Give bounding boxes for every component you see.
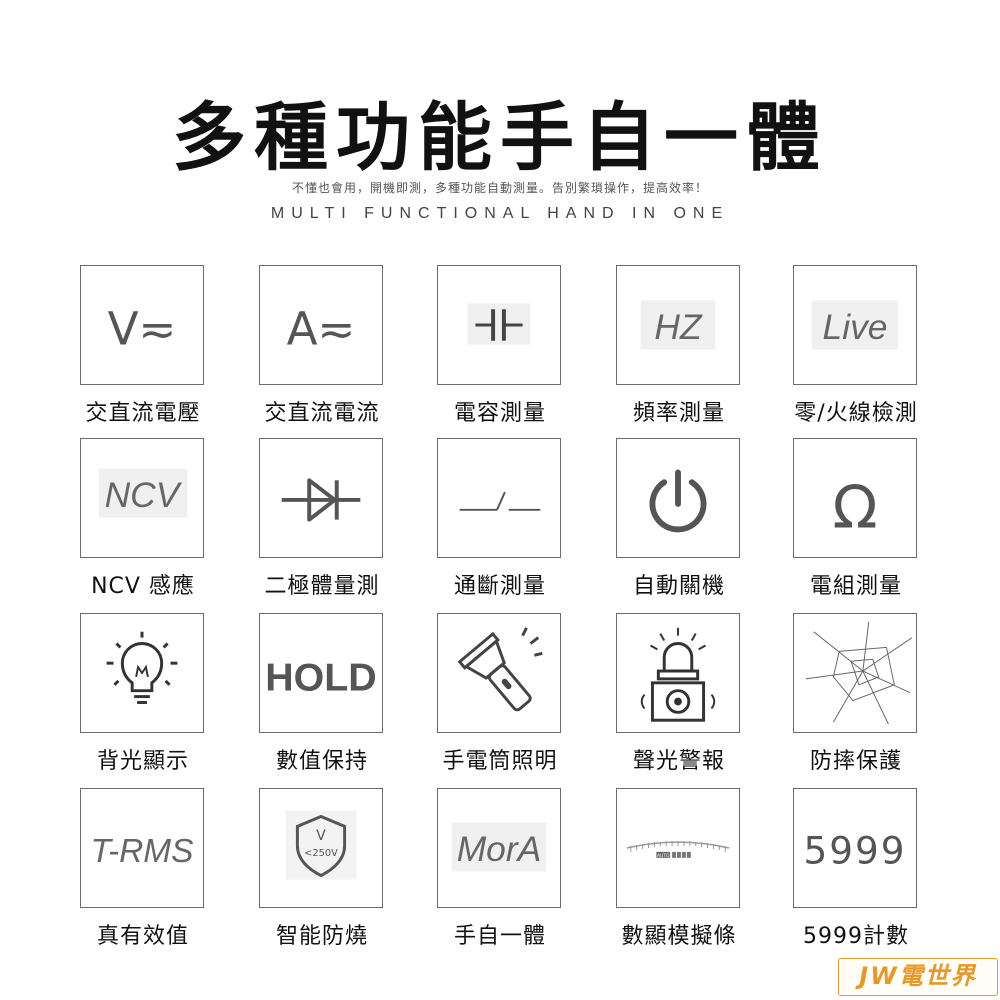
feature-live-neutral: Live 零/火線檢測 (771, 265, 941, 435)
icon-text: T-RMS (91, 833, 194, 870)
feature-label: 智能防燒 (275, 924, 368, 949)
feature-data-hold: HOLD 數值保持 (237, 613, 407, 783)
icon-text: MorA (457, 829, 542, 869)
feature-label: 通斷測量 (453, 574, 546, 599)
feature-label: 電組測量 (809, 574, 902, 599)
feature-label: 手自一體 (453, 924, 546, 949)
feature-frequency: HZ 頻率測量 (594, 265, 764, 435)
continuity-switch-icon (437, 438, 561, 558)
icon-text: AUTO (657, 853, 670, 859)
feature-flashlight: 手電筒照明 (415, 613, 585, 783)
feature-label: 數顯模擬條 (621, 924, 737, 949)
feature-diode: 二極體量測 (237, 438, 407, 608)
feature-label: 零/火線檢測 (794, 401, 918, 426)
feature-label: NCV 感應 (91, 574, 195, 599)
frequency-icon: HZ (616, 265, 740, 385)
icon-text: V≂ (108, 303, 177, 356)
feature-ac-dc-current: A≂ 交直流電流 (237, 265, 407, 435)
feature-label: 交直流電流 (264, 401, 380, 426)
feature-label: 防摔保護 (809, 749, 902, 774)
icon-text: 5999 (804, 829, 907, 873)
true-rms-icon: T-RMS (80, 788, 204, 908)
ncv-icon: NCV (80, 438, 204, 558)
feature-label: 手電筒照明 (442, 749, 558, 774)
counts-icon: 5999 (793, 788, 917, 908)
feature-label: 電容測量 (453, 401, 546, 426)
feature-capacitance: 電容測量 (415, 265, 585, 435)
watermark-text: JW電世界 (859, 962, 977, 990)
feature-label: 真有效值 (96, 924, 189, 949)
shatter-glass-icon (793, 613, 917, 733)
icon-text: Live (823, 307, 888, 347)
analog-bar-icon: AUTO (616, 788, 740, 908)
live-wire-icon: Live (793, 265, 917, 385)
icon-text: Ω (832, 473, 877, 542)
icon-subtext: <250V (304, 848, 338, 859)
current-ac-dc-icon: A≂ (259, 265, 383, 385)
diode-icon (259, 438, 383, 558)
feature-backlight: 背光顯示 (58, 613, 228, 783)
subtitle-english: MULTI FUNCTIONAL HAND IN ONE (270, 205, 730, 222)
power-off-icon (616, 438, 740, 558)
icon-text: A≂ (287, 303, 356, 356)
feature-label: 聲光警報 (632, 749, 725, 774)
feature-label: 數值保持 (275, 749, 368, 774)
feature-sound-light-alarm: 聲光警報 (594, 613, 764, 783)
subtitle: 不懂也會用，開機即測，多種功能自動測量。告別繁瑣操作，提高效率！ (291, 181, 708, 195)
feature-manual-auto: MorA 手自一體 (415, 788, 585, 958)
icon-text: HZ (654, 307, 703, 347)
ohm-icon: Ω (793, 438, 917, 558)
page-title: 多種功能手自一體 (172, 95, 828, 181)
feature-label: 交直流電壓 (85, 401, 201, 426)
icon-text: NCV (105, 475, 183, 515)
feature-true-rms: T-RMS 真有效值 (58, 788, 228, 958)
voltage-ac-dc-icon: V≂ (80, 265, 204, 385)
backlight-bulb-icon (80, 613, 204, 733)
icon-text: V (316, 828, 326, 844)
shield-icon: V <250V (259, 788, 383, 908)
feature-resistance: Ω 電組測量 (771, 438, 941, 608)
feature-ncv: NCV NCV 感應 (58, 438, 228, 608)
flashlight-icon (437, 613, 561, 733)
hold-icon: HOLD (259, 613, 383, 733)
feature-continuity: 通斷測量 (415, 438, 585, 608)
feature-analog-bar: AUTO 數顯模擬條 (594, 788, 764, 958)
icon-text: HOLD (265, 656, 376, 700)
capacitor-icon (437, 265, 561, 385)
feature-ac-dc-voltage: V≂ 交直流電壓 (58, 265, 228, 435)
feature-label: 頻率測量 (632, 401, 725, 426)
feature-label: 5999計數 (803, 924, 909, 949)
feature-label: 自動關機 (632, 574, 725, 599)
feature-label: 二極體量測 (264, 574, 380, 599)
feature-burn-protection: V <250V 智能防燒 (237, 788, 407, 958)
watermark-logo: JW電世界 (838, 958, 998, 996)
manual-auto-icon: MorA (437, 788, 561, 908)
feature-drop-protection: 防摔保護 (771, 613, 941, 783)
feature-5999-counts: 5999 5999計數 (771, 788, 941, 958)
feature-label: 背光顯示 (96, 749, 189, 774)
alarm-siren-icon (616, 613, 740, 733)
feature-auto-power-off: 自動關機 (594, 438, 764, 608)
